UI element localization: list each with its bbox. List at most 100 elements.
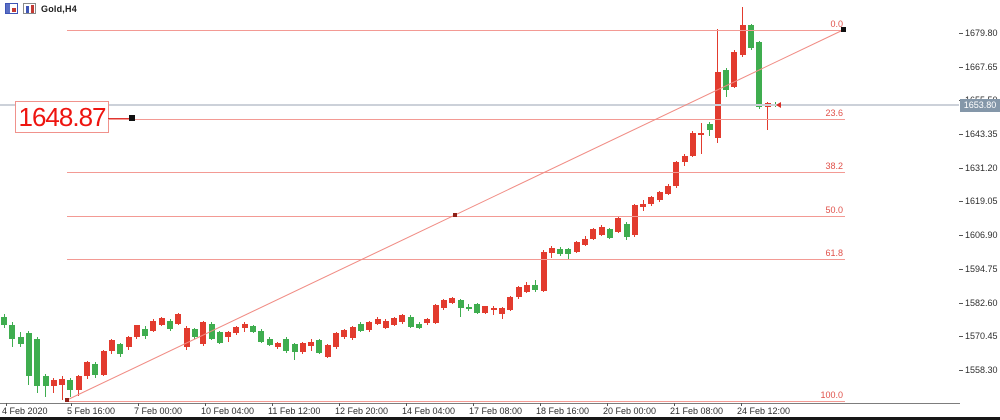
chart-symbol-title: Gold,H4 — [41, 3, 77, 14]
time-axis-label: 24 Feb 12:00 — [737, 406, 791, 416]
candle-body — [532, 285, 539, 291]
candle-body — [482, 306, 489, 313]
candle-body — [308, 342, 315, 346]
candle-wick — [61, 376, 63, 400]
candle-body — [623, 223, 630, 238]
fib-level-label: 23.6 — [825, 107, 843, 118]
candle-body — [382, 320, 389, 328]
candle-body — [150, 320, 157, 331]
candle-body — [689, 132, 696, 156]
current-price-arrow — [776, 102, 781, 109]
time-axis-tick — [607, 403, 608, 406]
candle-body — [200, 322, 207, 345]
time-axis-tick — [339, 403, 340, 406]
candle-body — [333, 333, 339, 348]
candle-body — [548, 247, 555, 253]
candle-body — [557, 248, 564, 254]
candle-body — [291, 344, 298, 353]
candle-body — [299, 343, 306, 353]
price-axis[interactable]: 1679.801667.651655.501643.351631.201619.… — [959, 0, 1000, 403]
candle-body — [748, 24, 754, 48]
price-callout-text: 1648.87 — [18, 101, 107, 132]
candle-body — [42, 376, 49, 386]
candle-body — [432, 305, 439, 324]
time-axis-label: 21 Feb 08:00 — [670, 406, 724, 416]
candle-body — [449, 298, 456, 304]
candle-body — [391, 318, 398, 326]
time-axis-label: 10 Feb 04:00 — [201, 406, 255, 416]
candle-wick — [700, 122, 702, 154]
candle-body — [50, 380, 57, 386]
candle-body — [698, 132, 705, 136]
candle-body — [631, 205, 638, 236]
candle-body — [17, 337, 24, 345]
time-axis-label: 14 Feb 04:00 — [402, 406, 456, 416]
callout-anchor-handle[interactable] — [129, 115, 135, 121]
window-bottom-edge — [0, 417, 1000, 420]
current-price-line — [0, 104, 959, 107]
time-axis-label: 7 Feb 00:00 — [134, 406, 183, 416]
candle-body — [499, 308, 505, 314]
fib-level-label: 38.2 — [825, 160, 843, 171]
candle-body — [316, 340, 323, 353]
price-callout-label[interactable]: 1648.87 — [15, 101, 109, 133]
time-axis-tick — [71, 403, 72, 406]
candle-body — [183, 327, 190, 348]
time-axis-tick — [272, 403, 273, 406]
price-axis-label: 1582.60 — [965, 297, 998, 308]
candle-body — [606, 229, 613, 238]
price-axis-label: 1558.30 — [965, 364, 998, 375]
time-axis-tick — [674, 403, 675, 406]
fib-level-label: 100.0 — [820, 389, 843, 400]
time-axis-tick — [473, 403, 474, 406]
candle-wick — [767, 101, 769, 131]
candle-body — [582, 238, 588, 245]
candle-body — [366, 322, 373, 331]
price-axis-tick — [959, 201, 963, 203]
price-axis-tick — [959, 33, 963, 34]
price-axis-label: 1679.80 — [965, 28, 998, 38]
price-axis-tick — [959, 235, 963, 237]
candle-body — [100, 351, 107, 375]
trendline-anchor-mid[interactable] — [453, 213, 457, 217]
price-axis-tick — [959, 66, 963, 68]
candle-body — [565, 249, 572, 255]
candle-body — [67, 380, 74, 391]
candle-body — [723, 70, 730, 91]
time-axis-label: 18 Feb 16:00 — [536, 406, 590, 416]
time-axis-label: 20 Feb 00:00 — [603, 406, 657, 416]
candle-body — [706, 123, 713, 131]
candle-body — [158, 318, 165, 325]
candle-body — [341, 330, 348, 338]
time-axis[interactable]: 4 Feb 2020 5 Feb 16:00 7 Feb 00:00 10 Feb 0… — [0, 403, 1000, 417]
candle-body — [92, 363, 99, 375]
candle-body — [474, 304, 481, 313]
candle-body — [349, 327, 356, 339]
candle-body — [75, 376, 82, 391]
candle-body — [34, 338, 41, 386]
fib-level-label: 61.8 — [825, 248, 843, 259]
candle-body — [117, 344, 124, 355]
price-axis-label: 1619.05 — [965, 196, 998, 207]
candle-body — [416, 323, 422, 328]
candle-body — [507, 296, 514, 311]
time-axis-label: 4 Feb 2020 — [2, 406, 48, 416]
candle-body — [540, 251, 547, 291]
window-icon — [5, 3, 18, 14]
time-axis-tick — [540, 403, 541, 406]
chart-plot-area[interactable] — [0, 0, 960, 404]
candle-body — [523, 285, 530, 292]
time-axis-tick — [138, 403, 139, 406]
candle-body — [656, 192, 663, 201]
candle-body — [665, 185, 671, 194]
candle-body — [407, 317, 414, 328]
candle-body — [440, 300, 447, 309]
chart-icon — [23, 3, 36, 14]
fib-level-label: 0.0 — [830, 18, 843, 29]
trendline-anchor-end[interactable] — [841, 27, 846, 32]
time-axis-label: 5 Feb 16:00 — [67, 406, 116, 416]
trendline-anchor-start[interactable] — [65, 398, 69, 402]
candle-body — [283, 338, 290, 352]
